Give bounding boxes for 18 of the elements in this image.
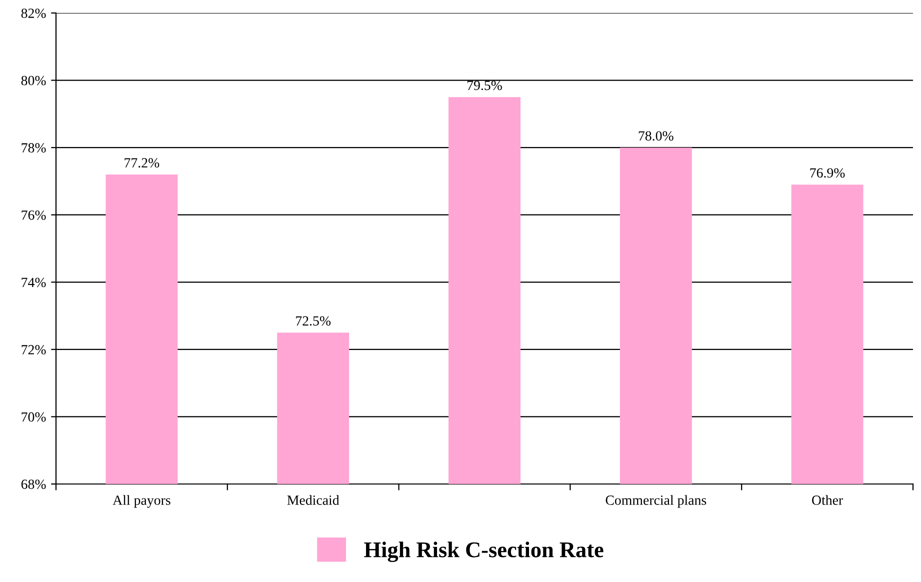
data-label: 78.0% xyxy=(638,131,674,141)
y-tick-label: 74% xyxy=(22,278,46,288)
y-tick-label: 80% xyxy=(21,76,46,86)
y-tick-label: 68% xyxy=(21,480,46,489)
y-tick-label: 72% xyxy=(22,345,46,354)
x-tick-label: All payors xyxy=(112,495,170,508)
y-tick-label: 78% xyxy=(22,143,46,153)
x-tick-label: Commercial plans xyxy=(606,495,706,508)
y-tick-label: 70% xyxy=(22,412,46,422)
data-label: 76.9% xyxy=(810,168,845,178)
legend-label: High Risk C-section Rate xyxy=(364,542,604,562)
data-label: 79.5% xyxy=(467,80,502,90)
y-tick-label: 82% xyxy=(21,8,46,18)
x-tick-label: Other xyxy=(812,495,843,505)
y-tick-label: 76% xyxy=(22,210,46,220)
data-label: 72.5% xyxy=(296,316,331,326)
data-label: 77.2% xyxy=(124,158,160,168)
x-tick-label: Medicaid xyxy=(287,495,340,505)
